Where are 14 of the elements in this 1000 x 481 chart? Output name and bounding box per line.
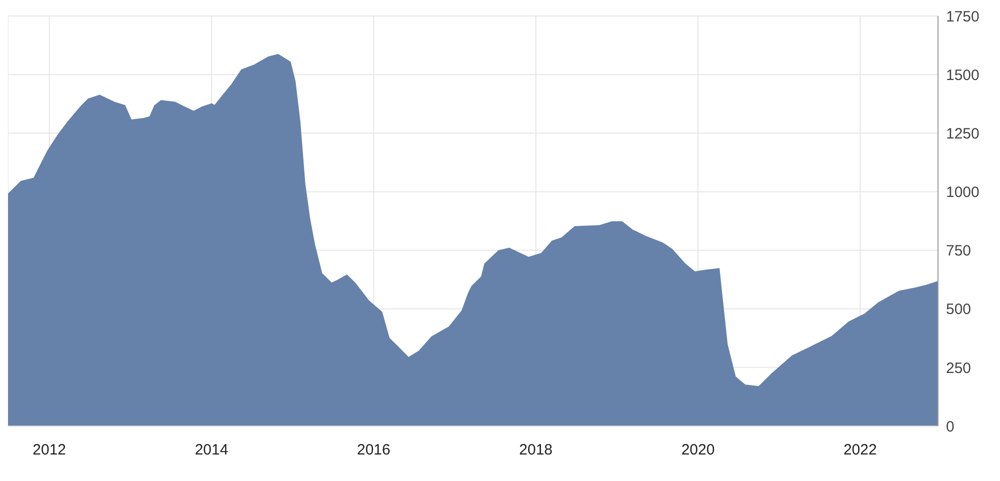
x-tick-label: 2020 (681, 442, 715, 459)
y-tick-label: 1750 (946, 8, 980, 26)
y-tick-label: 1250 (946, 125, 980, 142)
y-tick-label: 500 (946, 301, 972, 318)
x-tick-label: 2016 (356, 442, 390, 459)
y-tick-label: 1000 (946, 184, 980, 202)
y-tick-label: 1500 (946, 66, 980, 84)
y-tick-label: 250 (946, 360, 972, 377)
y-tick-label: 0 (946, 418, 954, 436)
x-tick-label: 2014 (194, 442, 228, 459)
x-tick-label: 2018 (519, 442, 553, 459)
y-tick-label: 750 (946, 242, 972, 260)
x-tick-label: 2022 (843, 442, 877, 459)
x-tick-label: 2012 (32, 442, 66, 459)
